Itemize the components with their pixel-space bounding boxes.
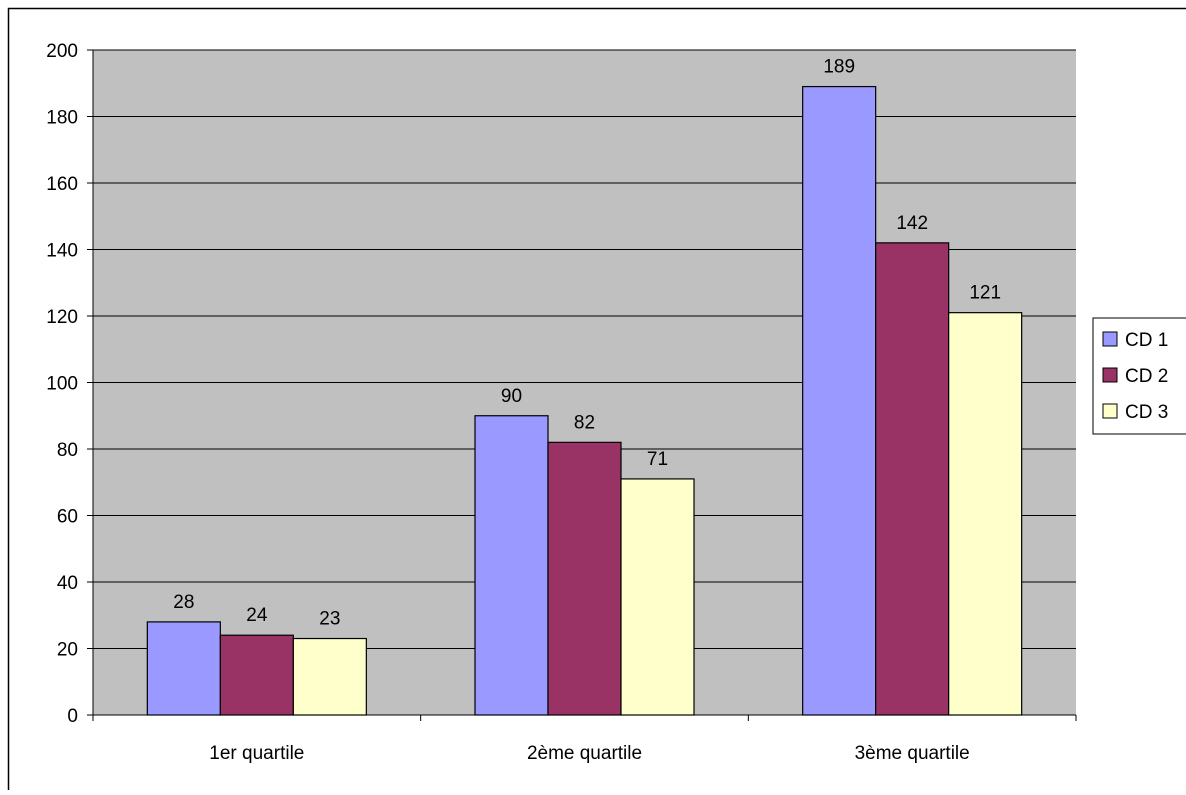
x-tick-label: 2ème quartile bbox=[527, 743, 642, 764]
y-tick-label: 120 bbox=[46, 307, 78, 328]
bar bbox=[803, 87, 876, 715]
legend-swatch bbox=[1103, 368, 1117, 382]
y-tick-label: 0 bbox=[67, 706, 78, 727]
bar bbox=[147, 622, 220, 715]
data-label: 189 bbox=[823, 57, 855, 78]
legend-label: CD 3 bbox=[1125, 402, 1168, 423]
bar bbox=[876, 243, 949, 715]
legend-label: CD 2 bbox=[1125, 366, 1168, 387]
bar bbox=[220, 635, 293, 715]
data-label: 121 bbox=[969, 283, 1001, 304]
bar bbox=[949, 313, 1022, 715]
data-label: 24 bbox=[246, 605, 268, 626]
y-tick-label: 60 bbox=[57, 507, 78, 528]
y-tick-label: 40 bbox=[57, 573, 78, 594]
legend-swatch bbox=[1103, 404, 1117, 418]
data-label: 82 bbox=[574, 412, 595, 433]
data-label: 142 bbox=[896, 213, 928, 234]
bar bbox=[293, 639, 366, 715]
bar bbox=[548, 442, 621, 715]
data-label: 28 bbox=[173, 592, 194, 613]
legend-label: CD 1 bbox=[1125, 330, 1168, 351]
data-label: 71 bbox=[647, 449, 668, 470]
y-tick-label: 180 bbox=[46, 108, 78, 129]
y-tick-label: 200 bbox=[46, 41, 78, 62]
x-tick-label: 3ème quartile bbox=[855, 743, 970, 764]
legend: CD 1 CD 2 CD 3 bbox=[1093, 318, 1186, 434]
bar bbox=[621, 479, 694, 715]
y-tick-label: 20 bbox=[57, 640, 78, 661]
y-tick-label: 100 bbox=[46, 374, 78, 395]
y-tick-label: 140 bbox=[46, 241, 78, 262]
y-tick-label: 80 bbox=[57, 440, 78, 461]
y-tick-label: 160 bbox=[46, 174, 78, 195]
x-tick-label: 1er quartile bbox=[209, 743, 304, 764]
data-label: 90 bbox=[501, 386, 522, 407]
legend-swatch bbox=[1103, 332, 1117, 346]
bar bbox=[475, 416, 548, 715]
data-label: 23 bbox=[319, 609, 340, 630]
